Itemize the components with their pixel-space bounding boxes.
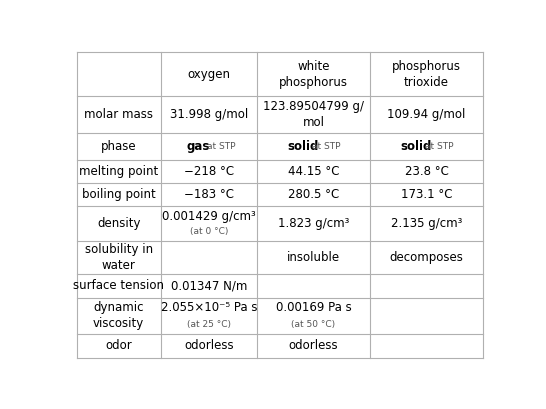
Text: 280.5 °C: 280.5 °C	[288, 188, 339, 201]
Text: boiling point: boiling point	[82, 188, 156, 201]
Text: solid: solid	[400, 139, 431, 153]
Text: (at 50 °C): (at 50 °C)	[292, 319, 336, 328]
Text: (at 25 °C): (at 25 °C)	[187, 319, 231, 328]
Text: odorless: odorless	[184, 339, 234, 353]
Text: 0.00169 Pa s: 0.00169 Pa s	[276, 301, 352, 315]
Text: gas: gas	[187, 139, 210, 153]
Text: melting point: melting point	[79, 165, 158, 178]
Text: dynamic
viscosity: dynamic viscosity	[93, 301, 144, 330]
Text: 123.89504799 g/
mol: 123.89504799 g/ mol	[263, 100, 364, 129]
Text: 1.823 g/cm³: 1.823 g/cm³	[278, 217, 349, 230]
Text: 2.055×10⁻⁵ Pa s: 2.055×10⁻⁵ Pa s	[161, 301, 257, 315]
Text: 0.001429 g/cm³: 0.001429 g/cm³	[162, 209, 256, 222]
Text: −218 °C: −218 °C	[184, 165, 234, 178]
Text: odor: odor	[105, 339, 132, 353]
Text: odorless: odorless	[289, 339, 339, 353]
Text: phase: phase	[101, 139, 136, 153]
Text: insoluble: insoluble	[287, 251, 340, 264]
Text: decomposes: decomposes	[389, 251, 464, 264]
Text: 109.94 g/mol: 109.94 g/mol	[387, 108, 466, 121]
Text: (at 0 °C): (at 0 °C)	[189, 227, 228, 236]
Text: 23.8 °C: 23.8 °C	[405, 165, 448, 178]
Text: surface tension: surface tension	[73, 279, 164, 292]
Text: white
phosphorus: white phosphorus	[279, 60, 348, 89]
Text: density: density	[97, 217, 140, 230]
Text: at STP: at STP	[312, 142, 340, 151]
Text: 44.15 °C: 44.15 °C	[288, 165, 339, 178]
Text: solubility in
water: solubility in water	[85, 243, 153, 272]
Text: 0.01347 N/m: 0.01347 N/m	[171, 279, 247, 292]
Text: at STP: at STP	[425, 142, 453, 151]
Text: phosphorus
trioxide: phosphorus trioxide	[392, 60, 461, 89]
Text: molar mass: molar mass	[84, 108, 153, 121]
Text: at STP: at STP	[207, 142, 236, 151]
Text: 173.1 °C: 173.1 °C	[401, 188, 452, 201]
Text: −183 °C: −183 °C	[184, 188, 234, 201]
Text: 2.135 g/cm³: 2.135 g/cm³	[391, 217, 462, 230]
Text: 31.998 g/mol: 31.998 g/mol	[170, 108, 248, 121]
Text: solid: solid	[287, 139, 318, 153]
Text: oxygen: oxygen	[187, 68, 230, 81]
